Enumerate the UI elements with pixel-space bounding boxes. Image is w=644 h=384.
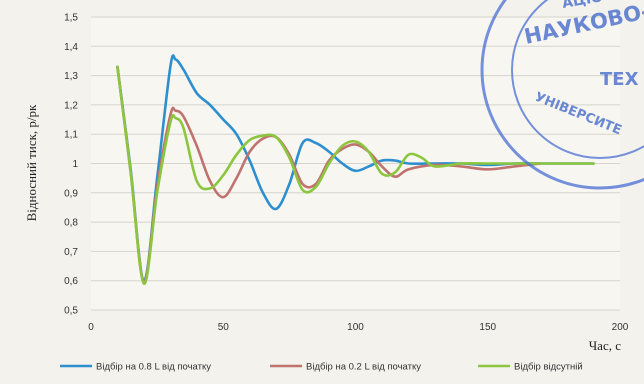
stamp-line-2: ТЕХ (600, 69, 639, 90)
x-tick-label-2: 100 (347, 322, 364, 333)
legend: Відбір на 0.8 L від початку Відбір на 0.… (60, 362, 583, 373)
x-tick-label-1: 50 (218, 322, 230, 333)
y-tick-label-4: 0,9 (64, 188, 78, 199)
y-tick-label-8: 1,3 (64, 71, 78, 82)
y-tick-label-1: 0,6 (64, 276, 78, 287)
series-line-2 (116, 65, 595, 285)
y-tick-label-3: 0,8 (64, 218, 78, 229)
x-tick-label-0: 0 (88, 322, 94, 333)
y-tick-label-6: 1,1 (64, 130, 78, 141)
x-tick-label-4: 200 (612, 322, 629, 333)
legend-label-2: Відбір відсутній (514, 362, 583, 373)
legend-label-0: Відбір на 0.8 L від початку (96, 362, 211, 373)
x-axis-title: Час, с (589, 338, 621, 353)
grid-lines (91, 16, 620, 311)
legend-label-1: Відбір на 0.2 L від початку (306, 362, 421, 373)
stamp-outer-ring (480, 0, 644, 190)
y-tick-label-9: 1,4 (64, 42, 78, 53)
x-tick-label-3: 150 (479, 322, 496, 333)
y-axis-title: Відносний тиск, р/рк (24, 104, 39, 221)
stamp-inner-ring (511, 0, 644, 159)
tick-labels: 0,5 0,6 0,7 0,8 0,9 1 1,1 1,2 1,3 1,4 1,5 0 50 100 150… (64, 13, 629, 334)
series-lines (116, 54, 595, 285)
y-tick-label-0: 0,5 (64, 306, 78, 317)
stamp-line-top: АЦІО (561, 0, 604, 12)
y-tick-label-5: 1 (72, 159, 78, 170)
y-tick-label-2: 0,7 (64, 247, 78, 258)
y-tick-label-10: 1,5 (64, 13, 78, 24)
y-tick-label-7: 1,2 (64, 100, 78, 111)
